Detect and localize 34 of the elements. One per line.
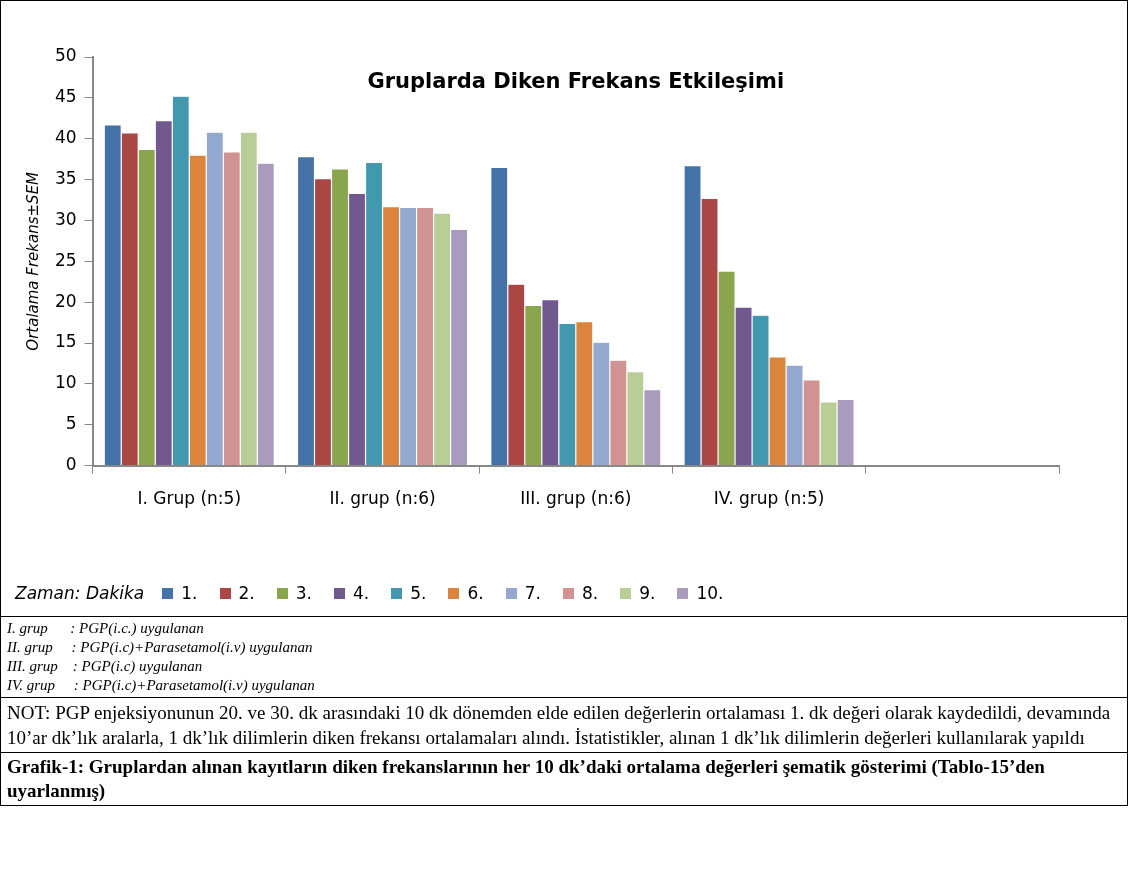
legend-label: 4. (353, 583, 370, 603)
x-tick-label: I. Grup (n:5) (137, 488, 242, 509)
y-axis-title: Ortalama Frekans±SEM (23, 171, 42, 351)
x-tick-label: IV. grup (n:5) (713, 488, 825, 509)
text: Grafik-1: Gruplardan alınan kayıtların diken frekanslarının her 10 dk’daki ortalama değerleri şematik gösterimi (Tablo-15’den uyarlanmış) (1, 752, 1127, 805)
legend-label: 2. (238, 583, 255, 603)
legend-label: 9. (639, 583, 656, 603)
y-tick-label: 5 (65, 413, 77, 434)
y-tick-label: 10 (54, 372, 77, 393)
y-tick-label: 45 (54, 86, 77, 107)
legend-title: Zaman: Dakika (15, 583, 145, 603)
text: IV. grup : PGP(i.c)+Parasetamol(i.v) uygulanan (7, 676, 316, 695)
legend-label: 1. (181, 583, 198, 603)
text: I. grup : PGP(i.c.) uygulanan (7, 619, 205, 638)
legend-label: 6. (467, 583, 484, 603)
y-tick-label: 40 (54, 127, 77, 148)
y-tick-label: 30 (54, 208, 77, 229)
text: Gruplarda Diken Frekans Etkileşimi (367, 69, 785, 94)
y-tick-label: 0 (65, 454, 77, 475)
x-tick-label: III. grup (n:6) (520, 488, 632, 509)
y-tick-label: 20 (54, 290, 77, 311)
legend-label: 3. (295, 583, 312, 603)
text: NOT: PGP enjeksiyonunun 20. ve 30. dk arasındaki 10 dk dönemden elde edilen değerlerin ortalaması 1. dk değeri olarak kaydedildi, devamında 10’ar dk’lık aralarla, 1 dk’lık dilimlerin diken frekansı ortalamaları alındı. İstatistikler, alınan 1 dk’lık dilimlerin değerleri kullanılarak yapıldı (1, 697, 1127, 752)
text: II. grup : PGP(i.c)+Parasetamol(i.v) uygulanan (7, 638, 314, 657)
text: III. grup : PGP(i.c) uygulanan (7, 657, 204, 676)
x-tick-label: II. grup (n:6) (329, 488, 436, 509)
y-tick-label: 50 (54, 45, 77, 66)
legend-label: 7. (524, 583, 541, 603)
y-tick-label: 35 (54, 168, 77, 188)
y-tick-label: 15 (54, 331, 77, 352)
legend-label: 10. (696, 583, 724, 603)
legend-label: 5. (410, 583, 427, 603)
y-tick-label: 25 (54, 249, 77, 270)
legend-label: 8. (581, 583, 599, 603)
